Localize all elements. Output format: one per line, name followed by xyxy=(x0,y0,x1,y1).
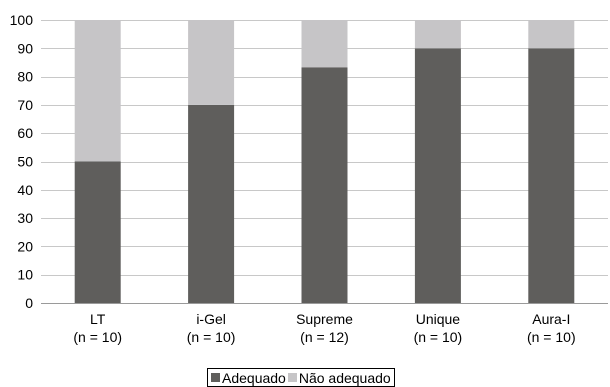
legend-item-nao-adequado: Não adequado xyxy=(287,369,391,386)
x-tick-sublabel-unique: (n = 10) xyxy=(414,329,463,345)
x-tick-label-i-gel: i-Gel xyxy=(196,311,226,327)
legend-swatch-adequado xyxy=(211,373,220,382)
legend-swatch-nao-adequado xyxy=(287,373,297,382)
bars xyxy=(74,20,575,304)
y-tick-label-0: 0 xyxy=(25,295,33,311)
bar-supreme-adequado xyxy=(301,67,348,303)
bar-i-gel-nao-adequado xyxy=(188,20,235,105)
legend-label-adequado: Adequado xyxy=(222,369,286,386)
x-tick-sublabel-i-gel: (n = 10) xyxy=(187,329,236,345)
y-axis-tick-labels: 0 10 20 30 40 50 60 70 80 90 100 xyxy=(10,12,34,311)
y-tick-label-60: 60 xyxy=(17,125,33,141)
x-tick-label-unique: Unique xyxy=(416,311,461,327)
bar-supreme-nao-adequado xyxy=(301,20,348,68)
y-tick-label-20: 20 xyxy=(17,238,33,254)
bar-aura-i-adequado xyxy=(528,48,575,303)
y-tick-label-50: 50 xyxy=(17,154,33,170)
legend-item-adequado: Adequado xyxy=(211,370,286,386)
bar-unique-nao-adequado xyxy=(414,20,461,49)
y-tick-label-70: 70 xyxy=(17,97,33,113)
y-tick-label-100: 100 xyxy=(10,12,34,28)
bar-lt-adequado xyxy=(74,161,121,303)
bar-lt-nao-adequado xyxy=(74,20,121,162)
x-tick-sublabel-lt: (n = 10) xyxy=(73,329,122,345)
y-tick-label-30: 30 xyxy=(17,210,33,226)
x-axis-tick-labels: LT (n = 10) i-Gel (n = 10) Supreme (n = 12) Un… xyxy=(73,311,575,345)
bar-i-gel-adequado xyxy=(188,104,235,304)
x-tick-label-aura-i: Aura-I xyxy=(532,311,570,327)
y-tick-label-40: 40 xyxy=(17,182,33,198)
y-tick-label-10: 10 xyxy=(17,267,33,283)
stacked-bar-chart: 0 10 20 30 40 50 60 70 80 90 100 LT (n = 10) i-Gel (n… xyxy=(10,12,608,345)
bar-unique-adequado xyxy=(414,48,461,303)
x-tick-label-supreme: Supreme xyxy=(296,311,353,327)
legend-label-nao-adequado: Não adequado xyxy=(298,369,391,386)
x-tick-sublabel-aura-i: (n = 10) xyxy=(527,329,576,345)
legend: Adequado Não adequado xyxy=(207,368,395,387)
bar-aura-i-nao-adequado xyxy=(528,20,575,49)
x-tick-label-lt: LT xyxy=(90,311,106,327)
y-tick-label-80: 80 xyxy=(17,69,33,85)
x-tick-sublabel-supreme: (n = 12) xyxy=(300,329,349,345)
y-tick-label-90: 90 xyxy=(17,40,33,56)
